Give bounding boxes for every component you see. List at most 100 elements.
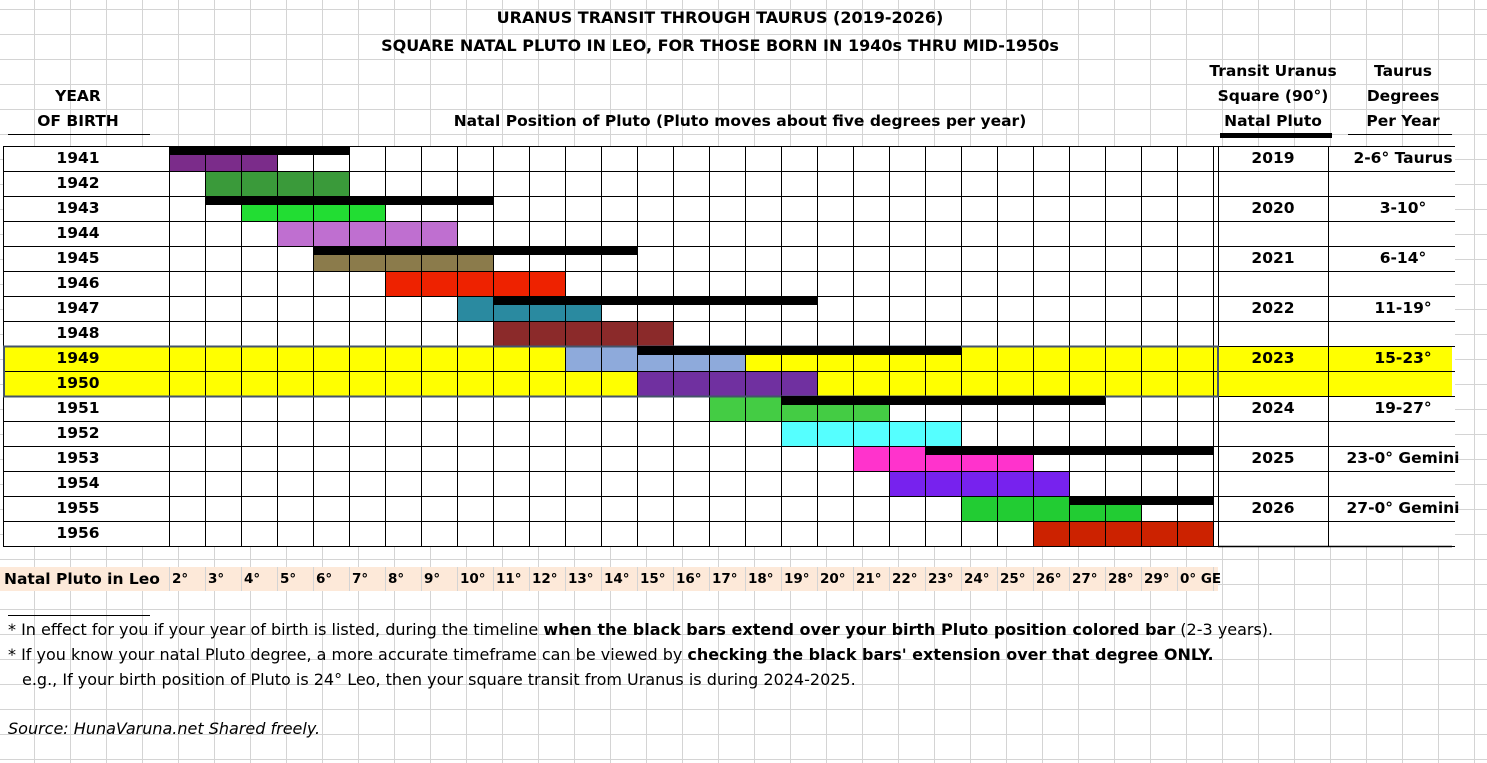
transit-bar-2026 (1069, 496, 1213, 505)
axis-band (0, 567, 1218, 591)
transit-year-2020: 2020 (1251, 199, 1295, 217)
birth-year-1952: 1952 (56, 424, 100, 442)
transit-header-underline (1220, 133, 1332, 138)
birth-year-1948: 1948 (56, 324, 100, 342)
taurus-degrees-2025: 23-0° Gemini (1346, 449, 1460, 467)
degree-tick: 13° (568, 571, 594, 587)
pluto-bar-1956 (1033, 521, 1213, 546)
degree-tick: 3° (208, 571, 225, 587)
degree-tick: 5° (280, 571, 297, 587)
degree-tick: 2° (172, 571, 189, 587)
taurus-degrees-2022: 11-19° (1374, 299, 1432, 317)
degree-tick: 7° (352, 571, 369, 587)
degree-tick: 6° (316, 571, 333, 587)
degree-tick: 21° (856, 571, 882, 587)
note-2-text: * If you know your natal Pluto degree, a… (8, 645, 688, 664)
birth-year-1949: 1949 (56, 349, 100, 367)
taurus-header-line1: Taurus (1374, 62, 1432, 80)
note-1-emphasis: when the black bars extend over your bir… (543, 620, 1176, 639)
taurus-degrees-2026: 27-0° Gemini (1346, 499, 1460, 517)
natal-position-header: Natal Position of Pluto (Pluto moves abo… (453, 112, 1027, 130)
birth-year-1946: 1946 (56, 274, 100, 292)
degree-tick: 12° (532, 571, 558, 587)
source-credit: Source: HunaVaruna.net Shared freely. (8, 719, 321, 738)
degree-tick: 4° (244, 571, 261, 587)
transit-year-2023: 2023 (1251, 349, 1295, 367)
degree-tick: 11° (496, 571, 522, 587)
birth-year-1954: 1954 (56, 474, 100, 492)
transit-header-line1: Transit Uranus (1209, 62, 1337, 80)
degree-tick: 24° (964, 571, 990, 587)
degree-tick: 25° (1000, 571, 1026, 587)
taurus-degrees-2024: 19-27° (1374, 399, 1432, 417)
taurus-degrees-2020: 3-10° (1379, 199, 1427, 217)
degree-tick: 14° (604, 571, 630, 587)
transit-bar-2019 (169, 146, 349, 155)
birth-year-1945: 1945 (56, 249, 100, 267)
note-1-text: * In effect for you if your year of birt… (8, 620, 544, 639)
birth-year-1955: 1955 (56, 499, 100, 517)
degree-tick: 26° (1036, 571, 1062, 587)
transit-bar-2023 (637, 346, 961, 355)
chart-subtitle: SQUARE NATAL PLUTO IN LEO, FOR THOSE BOR… (381, 36, 1059, 55)
transit-year-2022: 2022 (1251, 299, 1295, 317)
pluto-bar-1950 (637, 371, 817, 396)
pluto-bar-1946 (385, 271, 565, 296)
birth-year-1941: 1941 (56, 149, 100, 167)
transit-year-2019: 2019 (1251, 149, 1295, 167)
pluto-bar-1954 (889, 471, 1069, 496)
degree-tick: 28° (1108, 571, 1134, 587)
chart-title: URANUS TRANSIT THROUGH TAURUS (2019-2026… (496, 8, 944, 27)
taurus-header-line3: Per Year (1366, 112, 1440, 130)
birth-year-1953: 1953 (56, 449, 100, 467)
note-2-emphasis: checking the black bars' extension over … (687, 645, 1214, 664)
pluto-bar-1952 (781, 421, 961, 446)
degree-tick: 23° (928, 571, 954, 587)
taurus-degrees-2023: 15-23° (1374, 349, 1432, 367)
degree-tick: 0° GE (1180, 571, 1222, 587)
degree-tick: 22° (892, 571, 918, 587)
highlight-border (3, 345, 1219, 398)
birth-year-1947: 1947 (56, 299, 100, 317)
year-header-line1: YEAR (55, 87, 101, 105)
transit-year-2025: 2025 (1251, 449, 1295, 467)
year-header-line2: OF BIRTH (37, 112, 119, 130)
degree-tick: 10° (460, 571, 486, 587)
degree-tick: 9° (424, 571, 441, 587)
birth-year-1950: 1950 (56, 374, 100, 392)
transit-year-2024: 2024 (1251, 399, 1295, 417)
degree-tick: 16° (676, 571, 702, 587)
transit-bar-2021 (313, 246, 637, 255)
transit-year-2026: 2026 (1251, 499, 1295, 517)
degree-tick: 17° (712, 571, 738, 587)
transit-header-line2: Square (90°) (1217, 87, 1329, 105)
transit-bar-2020 (205, 196, 493, 205)
degree-tick: 19° (784, 571, 810, 587)
transit-bar-2022 (493, 296, 817, 305)
axis-title: Natal Pluto in Leo (4, 570, 160, 588)
note-1: * In effect for you if your year of birt… (8, 618, 1273, 642)
degree-tick: 15° (640, 571, 666, 587)
degree-tick: 20° (820, 571, 846, 587)
note-1-tail: (2-3 years). (1175, 620, 1274, 639)
taurus-degrees-2019: 2-6° Taurus (1353, 149, 1453, 167)
degree-tick: 8° (388, 571, 405, 587)
birth-year-1942: 1942 (56, 174, 100, 192)
taurus-header-line2: Degrees (1366, 87, 1440, 105)
transit-year-2021: 2021 (1251, 249, 1295, 267)
degree-tick: 29° (1144, 571, 1170, 587)
transit-header-line3: Natal Pluto (1224, 112, 1322, 130)
note-3: e.g., If your birth position of Pluto is… (22, 670, 856, 689)
birth-year-1944: 1944 (56, 224, 100, 242)
degree-tick: 18° (748, 571, 774, 587)
transit-bar-2025 (925, 446, 1213, 455)
pluto-bar-1944 (277, 221, 457, 246)
transit-bar-2024 (781, 396, 1105, 405)
taurus-degrees-2021: 6-14° (1379, 249, 1427, 267)
birth-year-1943: 1943 (56, 199, 100, 217)
birth-year-1956: 1956 (56, 524, 100, 542)
pluto-bar-1948 (493, 321, 673, 346)
note-2: * If you know your natal Pluto degree, a… (8, 643, 1214, 667)
birth-year-1951: 1951 (56, 399, 100, 417)
